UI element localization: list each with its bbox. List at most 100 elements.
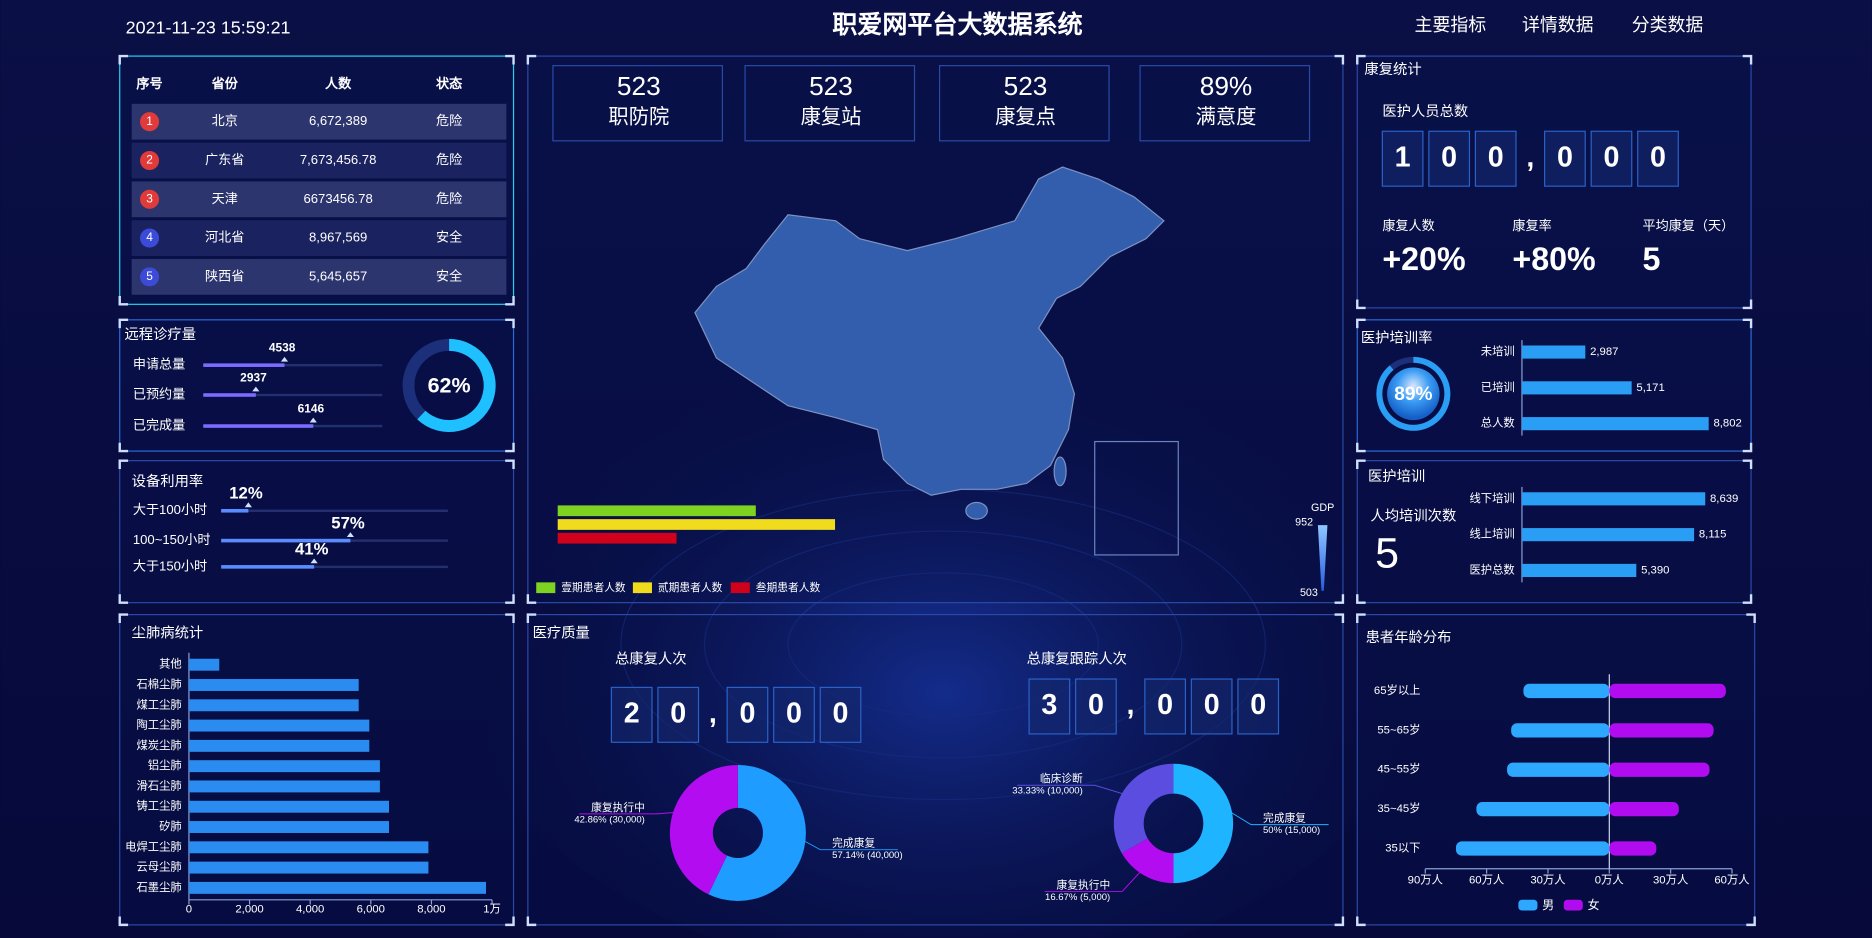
kpi-value: +20%	[1382, 241, 1465, 277]
panel-corner	[1334, 916, 1345, 927]
bar	[188, 760, 380, 773]
category-label: 已培训	[1481, 380, 1515, 394]
table-cell: 2	[146, 153, 153, 167]
bar	[188, 719, 370, 732]
category-label: 已完成量	[133, 418, 185, 433]
table-cell: 危险	[436, 152, 462, 167]
category-label: 铝尘肺	[148, 758, 182, 772]
panel-corner	[1742, 459, 1753, 469]
category-label: 55~65岁	[1377, 722, 1420, 736]
panel-corner	[526, 613, 537, 623]
bar	[1511, 723, 1610, 738]
summary-value: 523	[1004, 71, 1048, 101]
legend-swatch	[1518, 899, 1538, 911]
bar	[1521, 381, 1632, 395]
slice-value-label: 50% (15,000)	[1263, 825, 1320, 836]
donut-slice	[669, 764, 738, 895]
panel-corner	[1334, 594, 1345, 604]
bar	[188, 780, 380, 793]
digit: 2	[624, 697, 640, 729]
x-tick-label: 4,000	[296, 903, 324, 915]
panel-corner	[1742, 442, 1753, 453]
panel-corner	[118, 594, 129, 604]
panel-corner	[1356, 54, 1366, 65]
table-row	[131, 103, 507, 140]
slice-value-label: 57.14% (40,000)	[832, 850, 902, 861]
panel-corner	[118, 318, 129, 329]
table-cell: 安全	[436, 229, 462, 245]
panel-corner	[1356, 916, 1366, 927]
panel-corner	[118, 442, 129, 453]
legend-swatch	[730, 582, 750, 594]
digit-box	[1144, 678, 1187, 735]
bar	[1609, 801, 1679, 817]
digit: ,	[709, 697, 717, 729]
slice-label: 临床诊断	[1040, 772, 1083, 785]
digit: 0	[739, 697, 755, 729]
slice-label: 完成康复	[1263, 812, 1306, 825]
panel-corner	[1742, 318, 1753, 329]
legend-label: 女	[1588, 898, 1600, 912]
kpi-label: 康复率	[1512, 217, 1551, 233]
table-cell: 危险	[436, 191, 462, 206]
digit-box	[1381, 130, 1424, 187]
legend-label: 壹期患者人数	[561, 581, 626, 594]
nav-link[interactable]: 分类数据	[1632, 15, 1704, 35]
category-label: 线下培训	[1469, 491, 1514, 505]
panel-corner	[505, 442, 515, 453]
bar	[1609, 762, 1710, 777]
bar	[188, 739, 370, 752]
panel-corner	[1356, 318, 1366, 329]
panel-title: 患者年龄分布	[1366, 629, 1452, 646]
panel-corner	[505, 54, 515, 65]
table-cell: 6673456.78	[303, 191, 372, 206]
summary-value: 89%	[1200, 71, 1253, 101]
value-label: 5,171	[1636, 382, 1664, 394]
bar	[188, 658, 220, 671]
summary-value: 523	[617, 71, 661, 101]
rank-badge	[140, 112, 160, 132]
legend-swatch	[536, 582, 556, 594]
summary-box	[938, 65, 1110, 142]
x-tick-label: 60万人	[1469, 874, 1504, 887]
table-row	[131, 258, 507, 295]
nav-link[interactable]: 详情数据	[1522, 15, 1594, 35]
x-tick-label: 2,000	[235, 903, 263, 915]
value-label: 41%	[295, 540, 329, 559]
rank-badge	[140, 228, 160, 248]
panel-corner	[1742, 299, 1753, 310]
digit: 0	[1650, 141, 1666, 173]
panel-corner	[1356, 459, 1366, 469]
progress-bar	[203, 424, 314, 428]
bar	[1521, 563, 1637, 578]
x-tick-label: 1万	[483, 903, 501, 915]
table-cell: 5	[146, 269, 153, 283]
digit: ,	[1526, 141, 1534, 173]
summary-label: 职防院	[608, 106, 669, 129]
nav-link[interactable]: 主要指标	[1415, 15, 1487, 35]
visual-map-min: 503	[1300, 587, 1318, 599]
panel-corner	[505, 613, 515, 623]
digit: 0	[1157, 689, 1173, 721]
bar	[1521, 345, 1586, 359]
slice-value-label: 33.33% (10,000)	[1012, 786, 1082, 797]
x-tick-label: 6,000	[357, 903, 385, 915]
bar	[188, 881, 486, 894]
digit-box	[657, 686, 700, 743]
legend-bar	[557, 532, 677, 544]
digit-box	[1637, 130, 1679, 187]
panel-title: 医疗质量	[533, 624, 590, 641]
label-line	[579, 811, 687, 815]
panel-title: 康复统计	[1364, 60, 1421, 78]
summary-value: 523	[809, 71, 853, 101]
kpi-label: 医护人员总数	[1382, 103, 1468, 120]
table-row	[131, 220, 507, 256]
bar	[1523, 683, 1610, 699]
progress-bar	[203, 363, 285, 367]
panel-corner	[1356, 613, 1366, 623]
kpi-label: 平均康复（天）	[1642, 217, 1734, 233]
table-header: 人数	[325, 75, 352, 91]
digit: 0	[1204, 689, 1220, 721]
